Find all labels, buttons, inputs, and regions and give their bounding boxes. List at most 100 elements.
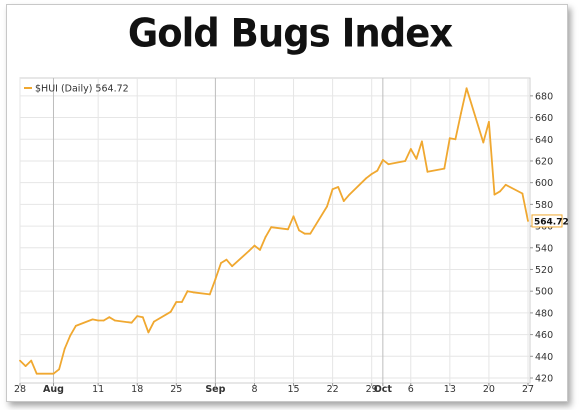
x-tick-label: 11 (92, 384, 104, 395)
x-tick-label: 15 (287, 384, 299, 395)
data-point (448, 137, 451, 140)
data-point (387, 163, 390, 166)
data-point (208, 293, 211, 296)
data-point (214, 278, 217, 281)
data-point (331, 188, 334, 191)
data-point (309, 232, 312, 235)
x-tick-label: 27 (522, 384, 534, 395)
data-point (404, 160, 407, 162)
x-tick-label: 22 (327, 384, 339, 395)
data-point (482, 141, 485, 144)
data-point (499, 190, 501, 193)
data-point (69, 334, 72, 337)
data-point (287, 228, 289, 231)
y-tick-label: 500 (535, 287, 553, 298)
data-point (58, 368, 60, 371)
y-tick-label: 620 (535, 156, 553, 167)
x-tick-label: 13 (444, 384, 456, 395)
data-point (521, 192, 524, 195)
data-point (63, 347, 66, 350)
data-point (259, 249, 261, 251)
x-tick-label: 8 (251, 384, 257, 395)
x-tick-label: Sep (205, 384, 225, 395)
data-point (175, 301, 178, 303)
last-value-label: 564.72 (534, 217, 569, 227)
y-tick-label: 660 (535, 113, 553, 124)
chart-title: Gold Bugs Index (127, 10, 453, 57)
data-point (488, 121, 490, 123)
last-value-marker: 564.72 (531, 214, 569, 228)
data-point (365, 177, 367, 180)
data-point (465, 87, 468, 90)
x-tick-label: 18 (131, 384, 143, 395)
last-value-box (531, 214, 563, 228)
data-point (270, 226, 273, 229)
series-points (19, 87, 529, 375)
data-point (19, 359, 21, 362)
legend-label: $HUI (Daily) 564.72 (35, 84, 129, 95)
data-point (421, 140, 423, 143)
data-point (460, 112, 462, 115)
y-tick-label: 680 (535, 91, 553, 102)
data-point (264, 236, 267, 238)
y-tick-label: 540 (535, 243, 553, 254)
data-point (186, 290, 189, 293)
data-point (376, 169, 379, 172)
data-point (220, 262, 222, 264)
x-tick-label: 6 (408, 384, 414, 395)
y-tick-label: 460 (535, 330, 553, 341)
data-point (52, 372, 55, 375)
y-tick-label: 520 (535, 265, 553, 276)
data-point (130, 321, 133, 324)
y-tick-label: 440 (535, 352, 553, 363)
data-point (298, 229, 300, 232)
data-point (326, 205, 328, 208)
data-point (337, 186, 340, 188)
data-point (114, 319, 116, 322)
legend: $HUI (Daily) 564.72 (24, 84, 129, 95)
data-point (225, 258, 228, 261)
data-point (303, 232, 306, 235)
data-point (348, 193, 351, 196)
data-point (415, 157, 418, 160)
y-tick-label: 580 (535, 200, 553, 211)
data-point (231, 265, 234, 268)
data-point (292, 215, 295, 218)
data-point (527, 220, 529, 222)
data-point (35, 372, 38, 375)
x-tick-label: 20 (483, 384, 495, 395)
x-tick-label: 28 (14, 384, 26, 395)
data-point (248, 250, 250, 252)
data-point (504, 183, 507, 186)
y-tick-label: 420 (535, 374, 553, 385)
data-point (153, 320, 155, 323)
y-tick-label: 600 (535, 178, 553, 189)
plot-area (19, 77, 531, 384)
data-point (91, 318, 94, 321)
data-point (136, 315, 139, 317)
data-point (169, 310, 172, 313)
data-point (342, 200, 345, 203)
data-point (253, 244, 256, 247)
data-point (382, 159, 384, 161)
data-point (370, 173, 373, 175)
data-point (493, 193, 496, 196)
data-point (30, 359, 33, 362)
data-point (454, 138, 457, 141)
data-point (443, 167, 446, 170)
data-point (147, 331, 150, 334)
data-point (74, 325, 77, 327)
y-axis: 4204404604805005205405605806006206406606… (530, 91, 553, 385)
x-tick-label: 25 (170, 384, 182, 395)
x-tick-label: 29 (366, 384, 378, 395)
data-point (426, 170, 429, 173)
data-point (108, 316, 111, 319)
data-point (192, 291, 195, 294)
data-point (181, 301, 183, 303)
data-point (102, 319, 105, 322)
data-point (97, 319, 100, 322)
y-tick-label: 480 (535, 308, 553, 319)
data-point (141, 316, 144, 319)
series-line (19, 87, 529, 375)
